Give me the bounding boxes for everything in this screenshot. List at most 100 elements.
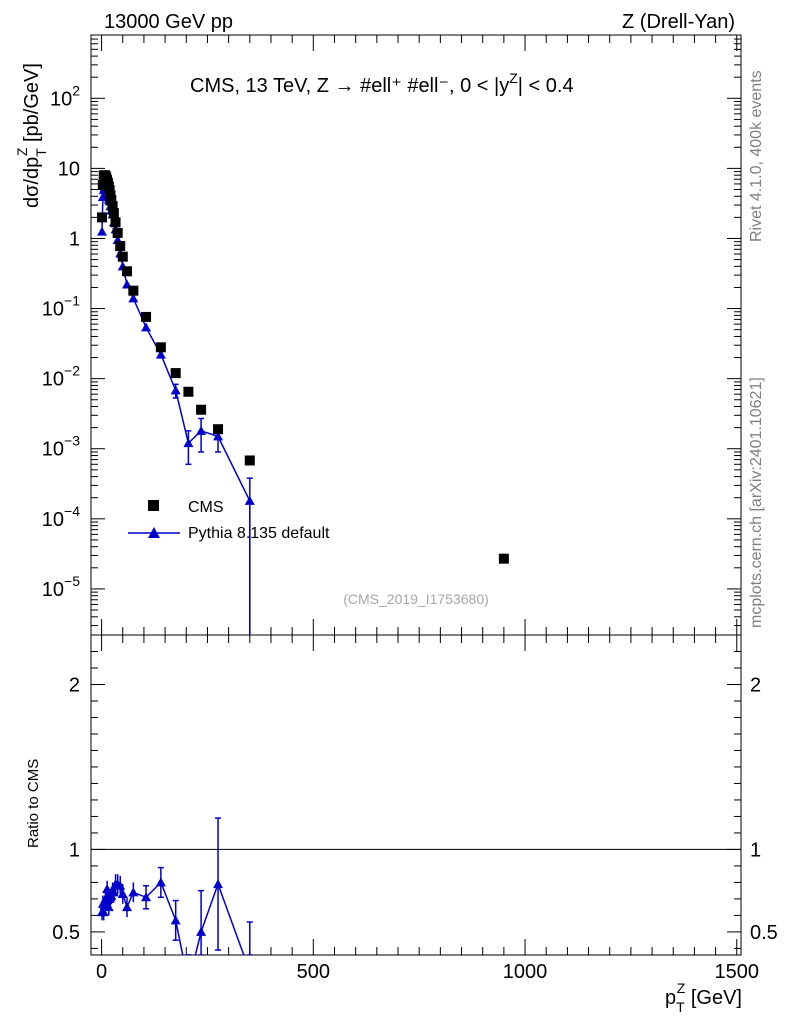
ratio-point bbox=[98, 907, 109, 917]
cms-point bbox=[106, 195, 117, 206]
y-tick-exponent: −1 bbox=[64, 293, 80, 309]
xlabel-main: p bbox=[665, 987, 676, 1009]
x-tick-label: 1000 bbox=[503, 961, 548, 983]
y-tick-base: 10 bbox=[42, 369, 64, 391]
ratio-point bbox=[121, 902, 132, 912]
y-tick-base: 10 bbox=[58, 158, 80, 180]
y-tick-exponent: 2 bbox=[72, 82, 80, 98]
legend-mc-label: Pythia 8.135 default bbox=[188, 525, 330, 542]
y-tick-base: 10 bbox=[50, 88, 72, 110]
ratio-point bbox=[196, 926, 207, 936]
ratio-tick-label-right: 0.5 bbox=[750, 922, 778, 944]
y-tick-label: 10−5 bbox=[42, 573, 80, 601]
ylabel-main: dσ/dp bbox=[21, 157, 43, 208]
mc-series-ratio bbox=[97, 817, 253, 955]
mc-point bbox=[128, 293, 139, 303]
mc-point bbox=[97, 192, 108, 202]
cms-point bbox=[183, 386, 194, 397]
x-tick-label: 1500 bbox=[715, 961, 760, 983]
ratio-tick-label-left: 2 bbox=[69, 674, 80, 696]
mc-point bbox=[196, 425, 207, 435]
mc-point bbox=[141, 322, 152, 332]
ratio-point bbox=[155, 877, 166, 887]
y-tick-base: 1 bbox=[69, 228, 80, 250]
mc-point bbox=[213, 431, 224, 441]
ylabel-unit: [pb/GeV] bbox=[21, 63, 43, 148]
mc-point bbox=[155, 349, 166, 359]
cms-point bbox=[112, 227, 123, 238]
cms-point bbox=[117, 251, 128, 262]
cms-point bbox=[121, 266, 132, 277]
ratio-panel-frame bbox=[90, 634, 742, 956]
y-tick-exponent: −3 bbox=[64, 433, 80, 449]
collision-label: 13000 GeV pp bbox=[104, 11, 233, 33]
x-ticks: 0 500 1000 1500 bbox=[96, 35, 759, 983]
ratio-ticks: 0.5 0.5 1 1 2 2 bbox=[52, 634, 778, 949]
ratio-clipped-group bbox=[97, 817, 253, 955]
x-tick-label: 500 bbox=[297, 961, 330, 983]
cms-point bbox=[141, 311, 152, 322]
mc-point bbox=[183, 438, 194, 448]
ratio-point bbox=[117, 888, 128, 898]
cms-point bbox=[170, 368, 181, 379]
y-tick-label: 1 bbox=[69, 228, 80, 250]
cms-series-main bbox=[97, 170, 509, 564]
ylabel-sup: Z bbox=[14, 147, 30, 156]
y-tick-label: 102 bbox=[50, 82, 80, 110]
ratio-point bbox=[108, 887, 119, 897]
xlabel-unit: [GeV] bbox=[685, 987, 742, 1009]
y-tick-base: 10 bbox=[42, 299, 64, 321]
y-tick-base: 10 bbox=[42, 579, 64, 601]
x-axis-label: pTZ [GeV] bbox=[665, 980, 742, 1015]
y-tick-label: 10−3 bbox=[42, 433, 80, 461]
cms-point bbox=[110, 217, 121, 228]
ratio-point bbox=[128, 887, 139, 897]
cms-point bbox=[104, 185, 115, 196]
y-tick-label: 10−2 bbox=[42, 363, 80, 391]
xlabel-sub: T bbox=[676, 999, 685, 1015]
y-tick-exponent: −2 bbox=[64, 363, 80, 379]
mc-point bbox=[244, 495, 255, 505]
ratio-point bbox=[141, 892, 152, 902]
cms-point bbox=[155, 342, 166, 353]
cms-point bbox=[213, 424, 224, 435]
main-y-ticks bbox=[91, 34, 741, 627]
ratio-point bbox=[103, 902, 114, 912]
ratio-tick-label-left: 1 bbox=[69, 839, 80, 861]
legend: CMS Pythia 8.135 default bbox=[128, 499, 330, 542]
y-tick-exponent: −5 bbox=[64, 573, 80, 589]
y-tick-label: 10−1 bbox=[42, 293, 80, 321]
x-tick-label: 0 bbox=[96, 961, 107, 983]
mcplots-label: mcplots.cern.ch [arXiv:2401.10621] bbox=[748, 377, 765, 628]
cms-point bbox=[196, 404, 207, 415]
y-tick-base: 10 bbox=[42, 439, 64, 461]
process-label: Z (Drell-Yan) bbox=[622, 11, 735, 33]
ratio-tick-label-right: 2 bbox=[750, 674, 761, 696]
mc-point bbox=[170, 385, 181, 395]
ratio-point bbox=[213, 879, 224, 889]
ratio-point bbox=[170, 915, 181, 925]
ratio-tick-label-right: 1 bbox=[750, 839, 761, 861]
y-tick-label: 10 bbox=[58, 158, 80, 180]
plot-title-main: CMS, 13 TeV, Z → #ell⁺ #ell⁻, 0 < |y bbox=[190, 75, 509, 97]
cms-point bbox=[115, 241, 126, 252]
plot-title: CMS, 13 TeV, Z → #ell⁺ #ell⁻, 0 < |yZ| <… bbox=[190, 70, 574, 97]
cms-point bbox=[244, 455, 255, 466]
cms-point bbox=[498, 553, 509, 564]
rivet-label: Rivet 4.1.0, 400k events bbox=[748, 70, 765, 242]
plot-title-end: | < 0.4 bbox=[518, 75, 574, 97]
legend-mc-marker bbox=[148, 527, 160, 538]
cms-point bbox=[128, 285, 139, 296]
analysis-id: (CMS_2019_I1753680) bbox=[343, 591, 489, 607]
legend-cms-label: CMS bbox=[188, 499, 224, 516]
mc-point bbox=[97, 226, 108, 236]
ylabel-sub: T bbox=[33, 148, 49, 157]
cms-point bbox=[97, 212, 108, 223]
plot-title-sup: Z bbox=[509, 70, 518, 86]
y-tick-label: 10−4 bbox=[42, 503, 80, 531]
xlabel-sup: Z bbox=[677, 980, 686, 996]
y-tick-exponent: −4 bbox=[64, 503, 80, 519]
main-panel-frame bbox=[90, 34, 742, 636]
